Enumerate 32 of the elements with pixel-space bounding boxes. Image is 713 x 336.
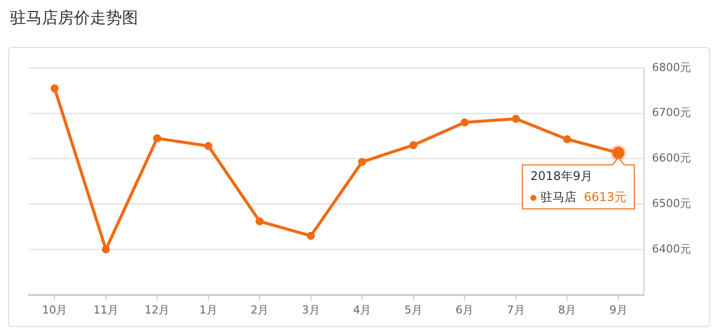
x-tick-label: 2月 xyxy=(250,303,269,316)
x-tick-label: 3月 xyxy=(302,303,320,316)
annotation: 2018年9月 xyxy=(530,168,593,183)
x-tick-label: 6月 xyxy=(456,303,474,316)
y-tick-label: 6500元 xyxy=(652,196,692,210)
point xyxy=(204,142,212,150)
x-tick-label: 12月 xyxy=(144,303,170,316)
data-label: 6613元 xyxy=(584,190,626,204)
point xyxy=(102,245,110,254)
point xyxy=(50,84,59,92)
x-tick-label: 9月 xyxy=(609,303,628,316)
legend-label: 驻马店 xyxy=(540,190,576,204)
point xyxy=(409,141,418,150)
x-tick-label: 11月 xyxy=(93,303,118,316)
y-tick-label: 6700元 xyxy=(652,106,692,120)
x-tick-label: 10月 xyxy=(42,303,68,316)
point xyxy=(512,114,520,123)
point xyxy=(460,118,469,126)
x-tick-label: 4月 xyxy=(353,303,372,316)
y-tick-label: 6800元 xyxy=(652,60,692,74)
x-tick-label: 5月 xyxy=(404,303,422,316)
y-tick-label: 6600元 xyxy=(652,152,692,165)
point xyxy=(358,158,366,166)
point xyxy=(153,134,162,142)
point xyxy=(306,232,315,240)
x-tick-label: 8月 xyxy=(558,303,576,316)
y-tick-label: 6400元 xyxy=(652,242,692,256)
chart-title: 驻马店房价走势图 xyxy=(10,8,138,29)
point xyxy=(563,135,572,144)
x-tick-label: 1月 xyxy=(199,303,218,316)
x-tick-label: 7月 xyxy=(506,303,525,316)
point xyxy=(256,217,264,226)
